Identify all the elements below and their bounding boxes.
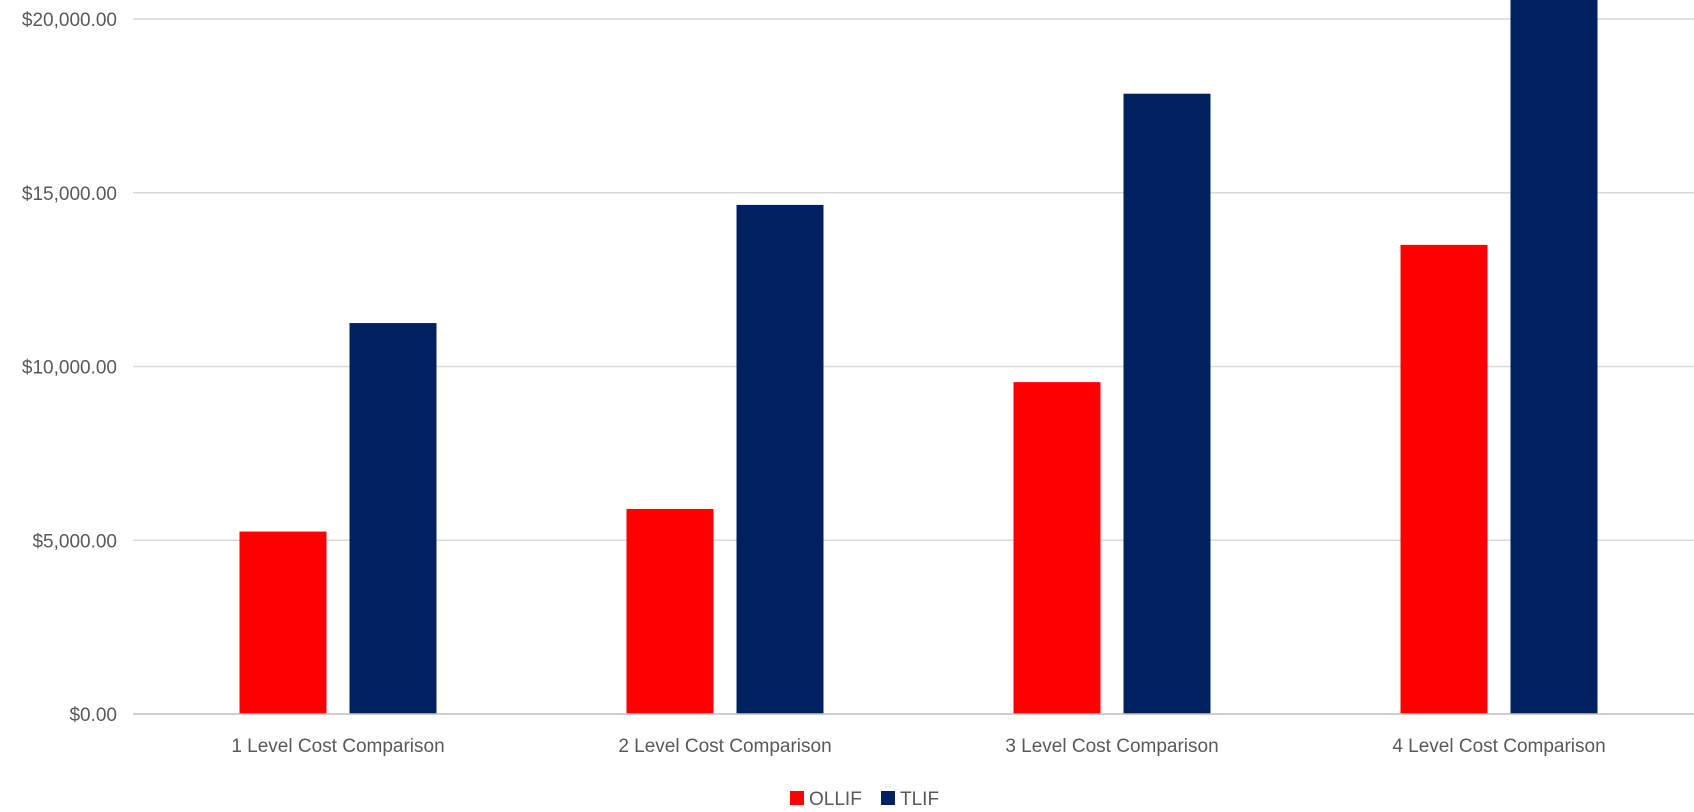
y-axis-tick-labels: $0.00 $5,000.00 $10,000.00 $15,000.00 $20,00… — [22, 10, 117, 726]
x-category-label: 4 Level Cost Comparison — [1392, 736, 1605, 757]
legend-swatch-tlif — [881, 791, 895, 805]
x-category-label: 1 Level Cost Comparison — [231, 736, 444, 757]
bar-tlif-2 — [736, 204, 824, 714]
bar-tlif-4 — [1510, 0, 1598, 714]
bar-ollif-1 — [239, 531, 327, 714]
x-category-label: 3 Level Cost Comparison — [1005, 736, 1218, 757]
legend: OLLIF TLIF — [790, 789, 939, 810]
legend-label-tlif: TLIF — [900, 789, 939, 810]
bars — [239, 0, 1598, 714]
y-tick-label: $15,000.00 — [22, 184, 117, 205]
bar-ollif-4 — [1400, 244, 1488, 714]
legend-swatch-ollif — [790, 791, 804, 805]
y-tick-label: $10,000.00 — [22, 358, 117, 379]
bar-ollif-2 — [626, 508, 714, 714]
bar-tlif-1 — [349, 323, 437, 714]
y-tick-label: $5,000.00 — [32, 531, 117, 552]
bar-ollif-3 — [1013, 382, 1101, 714]
y-tick-label: $0.00 — [69, 705, 117, 726]
y-tick-label: $20,000.00 — [22, 10, 117, 31]
legend-label-ollif: OLLIF — [809, 789, 862, 810]
x-axis-category-labels: 1 Level Cost Comparison 2 Level Cost Comp… — [231, 736, 1605, 757]
x-category-label: 2 Level Cost Comparison — [618, 736, 831, 757]
bar-tlif-3 — [1123, 93, 1211, 714]
